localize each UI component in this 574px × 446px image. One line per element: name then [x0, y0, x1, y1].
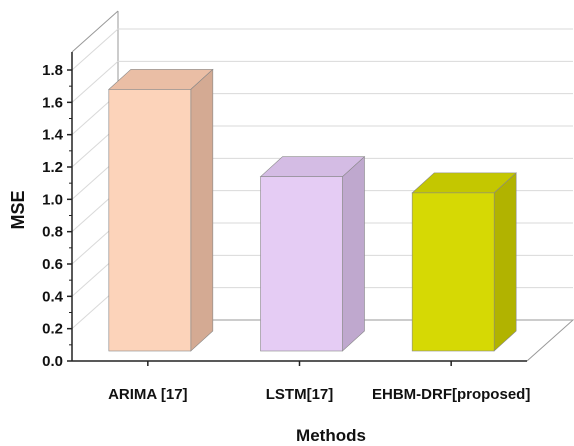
y-axis-title: MSE [8, 190, 28, 229]
bar-front-face [108, 89, 192, 352]
y-tick-label: 0.0 [42, 353, 63, 370]
x-axis-title: Methods [296, 426, 366, 445]
bar-side-face [342, 156, 365, 352]
y-tick-label: 1.6 [42, 94, 63, 111]
y-tick-label: 0.6 [42, 256, 63, 273]
x-tick-label: LSTM[17] [266, 386, 334, 403]
y-tick-label: 1.0 [42, 191, 63, 208]
bar-front-face [411, 192, 495, 352]
bar-side-face [493, 172, 517, 352]
y-tick-label: 1.2 [42, 159, 63, 176]
bars [108, 68, 517, 352]
y-tick-label: 0.2 [42, 321, 63, 338]
x-tick-label: ARIMA [17] [108, 386, 187, 403]
x-tick-labels: ARIMA [17] LSTM[17] EHBM-DRF[proposed] [108, 386, 530, 403]
y-tick-labels: 0.0 0.2 0.4 0.6 0.8 1.0 1.2 1.4 1.6 1.8 [42, 62, 64, 370]
bar-front-face [260, 176, 343, 352]
bar-1 [108, 68, 214, 352]
bar-3 [411, 172, 517, 352]
gridline-side [71, 60, 119, 103]
bar-side-face [190, 68, 214, 352]
side-wall-top-edge [71, 10, 119, 53]
y-tick-label: 0.8 [42, 224, 63, 241]
x-tick-label: EHBM-DRF[proposed] [372, 386, 530, 403]
y-tick-label: 1.8 [42, 62, 63, 79]
bar-2 [259, 156, 366, 352]
axes [67, 52, 527, 366]
gridline-side [71, 28, 119, 71]
y-tick-label: 1.4 [42, 127, 64, 144]
y-tick-label: 0.4 [42, 288, 64, 305]
